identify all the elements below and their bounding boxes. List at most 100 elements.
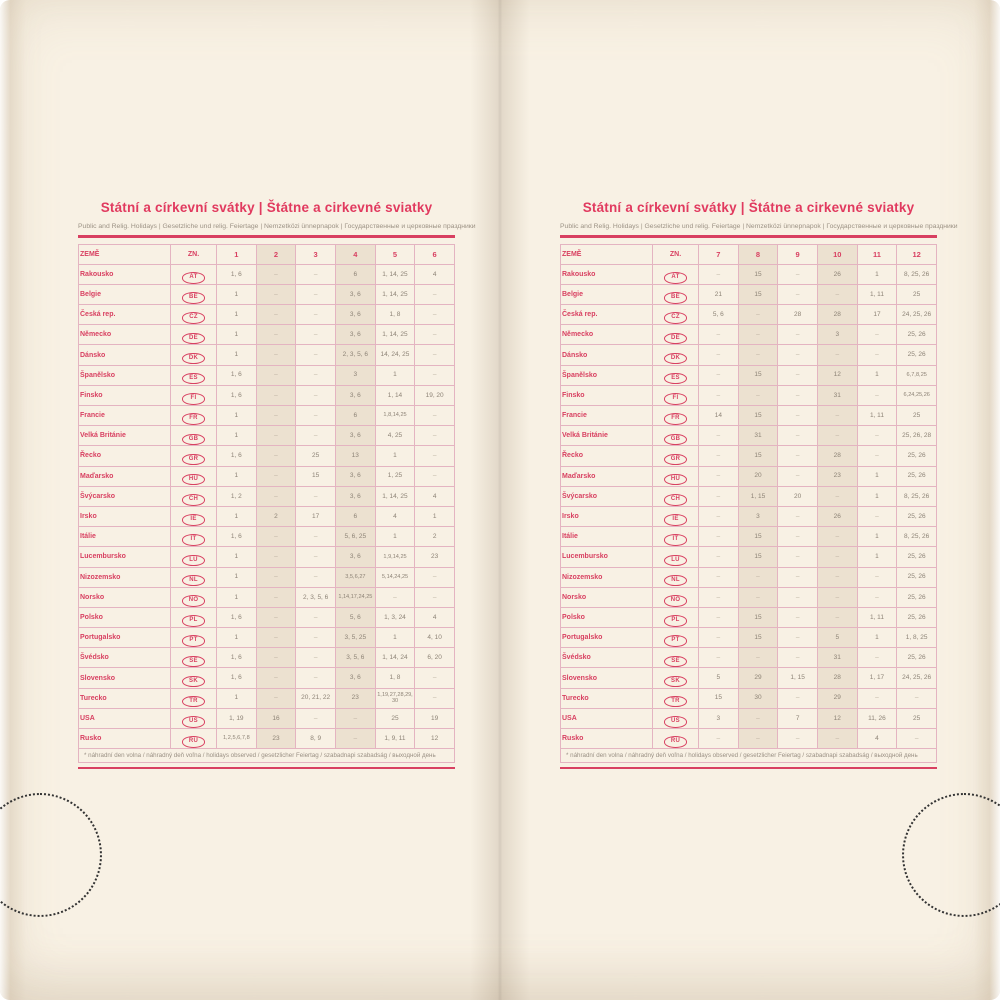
holiday-days-cell: 1, 17 [856,667,898,689]
table-row: Švýcarsko CH –1, 15 20–1 8, 25, 26 [560,485,937,507]
table-row: Nizozemsko NL – – – – –25, 26 [560,566,937,588]
holiday-days-cell: 1 [216,546,257,568]
table-row: Dánsko DK – – – – –25, 26 [560,344,937,366]
holiday-days-cell: 12 [816,707,858,730]
country-code-badge: DE [182,332,205,344]
holiday-days-cell: 1, 2, 5, 6, 7, 8 [216,727,257,750]
country-code-cell: LU [652,546,699,568]
holiday-days-cell: – [856,324,898,346]
column-header-country: ZEMĚ [560,243,653,265]
table-row: Řecko GR 1, 6–25 13 1– [78,445,455,467]
page-title: Státní a církevní svátky | Štátne a cirk… [582,200,915,215]
table-row: Německo DE 1– –3, 6 1, 14, 25– [78,324,455,346]
holiday-days-cell: 1 [216,344,257,366]
holiday-days-cell: – [414,324,455,346]
holiday-days-cell: 1, 6 [216,526,257,548]
holiday-days-cell: – [777,404,818,427]
holiday-days-cell: – [856,425,898,447]
holiday-days-cell: – [295,647,336,669]
holiday-days-cell: – [255,425,297,447]
table-row: Velká Británie GB –31– – –25, 26, 28 [560,425,937,447]
holiday-days-cell: 1, 14 [374,384,416,407]
holiday-days-cell: 1, 6 [216,364,257,386]
country-name: Nizozemsko [78,566,171,588]
country-name: Řecko [78,445,171,467]
country-code-cell: FI [170,384,217,407]
country-code-cell: BE [170,283,217,306]
holiday-days-cell: – [295,425,336,447]
holiday-days-cell: – [295,566,336,588]
country-code-cell: TR [652,687,699,709]
holiday-days-cell: – [777,566,818,588]
holiday-days-cell: – [737,647,779,669]
table-row: Maďarsko HU 1–15 3, 6 1, 25– [78,465,455,487]
holiday-days-cell: 13 [334,445,376,467]
holiday-days-cell: 1 [216,627,257,649]
holiday-days-cell: 3, 6 [334,667,376,689]
table-row: Lucembursko LU 1– –3, 6 1, 9, 14, 25 23 [78,546,455,568]
column-header-month: 9 [777,243,818,265]
holiday-days-cell: – [255,344,297,366]
holiday-days-cell: – [777,445,818,467]
country-name: Česká rep. [78,304,171,326]
holiday-days-cell: – [816,425,858,447]
holiday-days-cell: – [777,364,818,386]
holiday-days-cell: – [295,304,336,326]
column-header-month: 8 [737,243,779,265]
holiday-days-cell: 25, 26 [896,546,937,568]
country-name: Velká Británie [560,425,653,447]
holiday-days-cell: 2 [414,526,455,548]
column-header-code: ZN. [170,243,217,265]
holiday-days-cell: 26 [816,505,858,528]
holiday-days-cell: 1 [856,485,898,507]
country-name: Francie [78,404,171,427]
table-row: Švýcarsko CH 1, 2– –3, 6 1, 14, 25 4 [78,485,455,507]
holiday-days-cell: – [816,727,858,750]
holiday-days-cell: – [295,627,336,649]
holiday-days-cell: – [777,687,818,709]
country-code-cell: CH [652,485,699,507]
holiday-days-cell: 1 [216,404,257,427]
country-code-badge: CH [664,494,687,506]
bottom-rule [78,767,455,770]
country-code-badge: SK [664,675,687,688]
page-subtitle: Public and Relig. Holidays | Gesetzliche… [78,223,476,230]
holiday-days-cell: 25, 26 [896,465,937,487]
table-row: Maďarsko HU –20–23 1 25, 26 [560,465,937,487]
holiday-days-cell: 14, 24, 25 [374,344,416,366]
holiday-days-cell: 25, 26 [896,647,937,669]
country-name: Velká Británie [78,425,171,447]
holiday-days-cell: 4, 10 [414,627,455,649]
holiday-days-cell: 1 [374,627,416,649]
holiday-days-cell: – [777,727,818,750]
holiday-days-cell: – [777,384,818,407]
holiday-days-cell: 1 [856,627,898,649]
holiday-days-cell: 1 [216,465,257,487]
country-code-badge: NL [182,574,205,587]
holiday-days-cell: – [816,344,858,366]
country-code-badge: HU [182,473,205,486]
country-code-cell: CZ [170,304,217,326]
holiday-days-cell: 31 [737,425,779,447]
holiday-days-cell: – [295,344,336,366]
holiday-days-cell: 1 [216,324,257,346]
table-row: Finsko FI – – –31–6, 24, 25, 26 [560,384,937,407]
holiday-days-cell: 1, 6 [216,384,257,407]
holiday-days-cell: 2, 3, 5, 6 [295,586,336,608]
column-header-month: 5 [374,243,416,265]
holiday-days-cell: – [737,304,779,326]
holiday-days-cell: 2, 3, 5, 6 [334,344,376,366]
holiday-days-cell: 15 [295,465,336,487]
holiday-days-cell: – [295,263,336,285]
holiday-days-cell: – [856,586,898,608]
country-name: Rusko [78,727,171,750]
holiday-days-cell: 15 [737,263,779,285]
holiday-days-cell: 1, 14, 25 [374,263,416,285]
holiday-days-cell: – [414,283,455,306]
holiday-days-cell: 1, 15 [737,485,779,507]
holiday-days-cell: – [698,445,739,467]
holiday-days-cell: 1 [374,445,416,467]
holiday-days-cell: – [255,263,297,285]
holiday-days-cell: – [414,364,455,386]
country-name: Finsko [78,384,171,407]
